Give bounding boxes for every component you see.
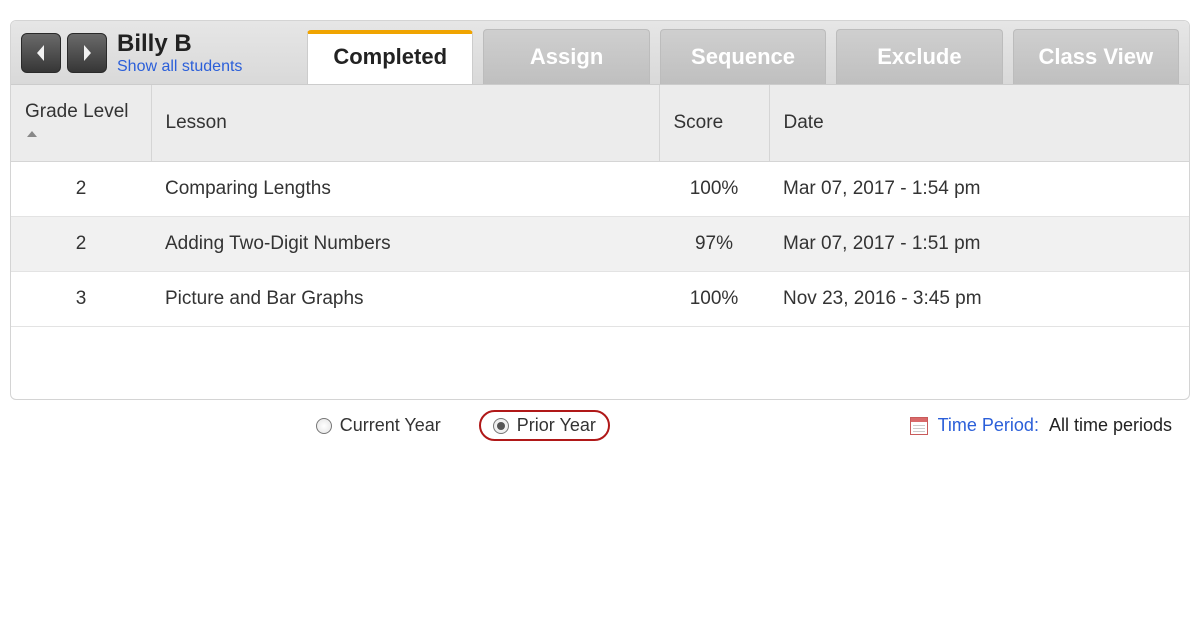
show-all-students-link[interactable]: Show all students [117, 58, 279, 76]
table-row: 2Adding Two-Digit Numbers97%Mar 07, 2017… [11, 217, 1189, 272]
table-row: 2Comparing Lengths100%Mar 07, 2017 - 1:5… [11, 162, 1189, 217]
time-period-label: Time Period: [938, 415, 1039, 436]
footer-controls: Current Year Prior Year Time Period: All … [10, 400, 1190, 447]
header-bar: Billy B Show all students CompletedAssig… [11, 21, 1189, 85]
column-label: Date [784, 112, 824, 133]
cell-lesson: Adding Two-Digit Numbers [151, 217, 659, 272]
calendar-icon [910, 417, 928, 435]
radio-label: Prior Year [517, 415, 596, 436]
time-period-control[interactable]: Time Period: All time periods [910, 415, 1172, 436]
column-label: Grade Level [25, 101, 129, 122]
cell-date: Nov 23, 2016 - 3:45 pm [769, 272, 1189, 327]
cell-date: Mar 07, 2017 - 1:54 pm [769, 162, 1189, 217]
cell-score: 97% [659, 217, 769, 272]
radio-icon [493, 418, 509, 434]
sort-asc-icon [27, 131, 37, 137]
table-row: 3Picture and Bar Graphs100%Nov 23, 2016 … [11, 272, 1189, 327]
cell-grade: 3 [11, 272, 151, 327]
time-period-value: All time periods [1049, 415, 1172, 436]
year-radio-current-year[interactable]: Current Year [306, 411, 451, 440]
column-label: Score [674, 112, 724, 133]
year-radio-prior-year[interactable]: Prior Year [479, 410, 610, 441]
cell-date: Mar 07, 2017 - 1:51 pm [769, 217, 1189, 272]
tabs: CompletedAssignSequenceExcludeClass View [307, 29, 1179, 84]
chevron-right-icon [80, 44, 94, 62]
column-label: Lesson [166, 112, 227, 133]
cell-lesson: Picture and Bar Graphs [151, 272, 659, 327]
tab-class-view[interactable]: Class View [1013, 29, 1179, 84]
column-header-score[interactable]: Score [659, 85, 769, 162]
student-name: Billy B [117, 30, 279, 58]
cell-grade: 2 [11, 217, 151, 272]
tab-sequence[interactable]: Sequence [660, 29, 826, 84]
prev-student-button[interactable] [21, 33, 61, 73]
cell-lesson: Comparing Lengths [151, 162, 659, 217]
table-empty-space [11, 327, 1189, 399]
tab-assign[interactable]: Assign [483, 29, 649, 84]
student-info: Billy B Show all students [117, 29, 297, 84]
student-panel: Billy B Show all students CompletedAssig… [10, 20, 1190, 400]
column-header-grade[interactable]: Grade Level [11, 85, 151, 162]
next-student-button[interactable] [67, 33, 107, 73]
lessons-table: Grade Level Lesson Score Date 2Comparing… [11, 85, 1189, 327]
table-header-row: Grade Level Lesson Score Date [11, 85, 1189, 162]
cell-score: 100% [659, 272, 769, 327]
column-header-lesson[interactable]: Lesson [151, 85, 659, 162]
year-filter-group: Current Year Prior Year [28, 410, 888, 441]
column-header-date[interactable]: Date [769, 85, 1189, 162]
cell-score: 100% [659, 162, 769, 217]
tab-completed[interactable]: Completed [307, 30, 473, 84]
nav-arrows [21, 29, 107, 84]
radio-label: Current Year [340, 415, 441, 436]
radio-icon [316, 418, 332, 434]
cell-grade: 2 [11, 162, 151, 217]
tab-exclude[interactable]: Exclude [836, 29, 1002, 84]
chevron-left-icon [34, 44, 48, 62]
